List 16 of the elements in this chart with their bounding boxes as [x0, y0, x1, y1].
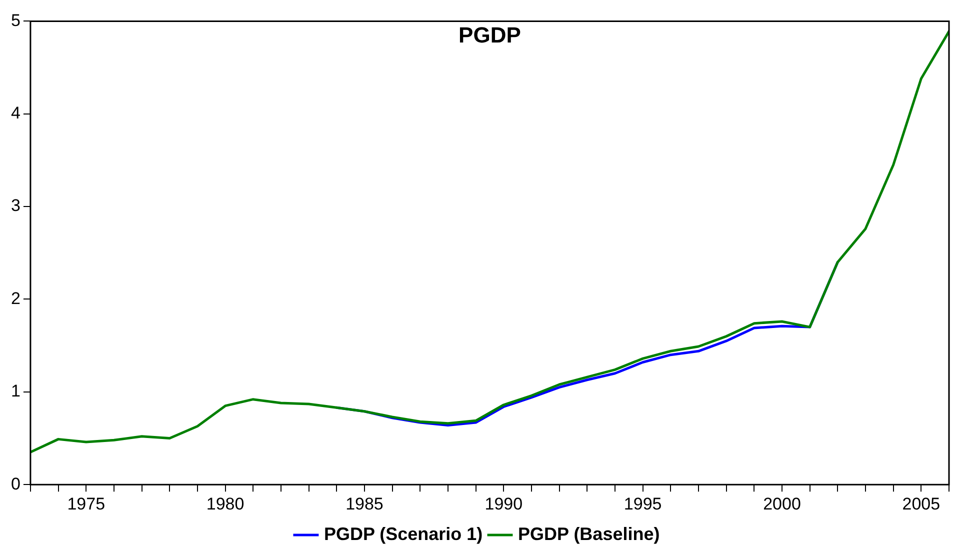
x-tick-label: 1980: [206, 494, 244, 514]
y-tick-label: 2: [10, 288, 20, 308]
y-tick-label: 4: [10, 104, 20, 123]
y-tick-label: 3: [10, 196, 20, 216]
x-tick-label: 1985: [346, 494, 384, 514]
x-tick-label: 1975: [67, 494, 106, 514]
y-tick-label: 1: [10, 382, 20, 401]
x-tick-label: 1990: [484, 494, 523, 514]
legend-label: PGDP (Baseline): [518, 524, 660, 544]
chart-title: PGDP: [458, 22, 521, 48]
x-tick-label: 2005: [902, 494, 940, 514]
y-tick-label: 0: [10, 474, 20, 494]
legend-label: PGDP (Scenario 1): [324, 524, 483, 544]
y-tick-label: 5: [10, 10, 20, 30]
x-tick-label: 2000: [763, 494, 801, 514]
x-tick-label: 1995: [624, 494, 662, 514]
